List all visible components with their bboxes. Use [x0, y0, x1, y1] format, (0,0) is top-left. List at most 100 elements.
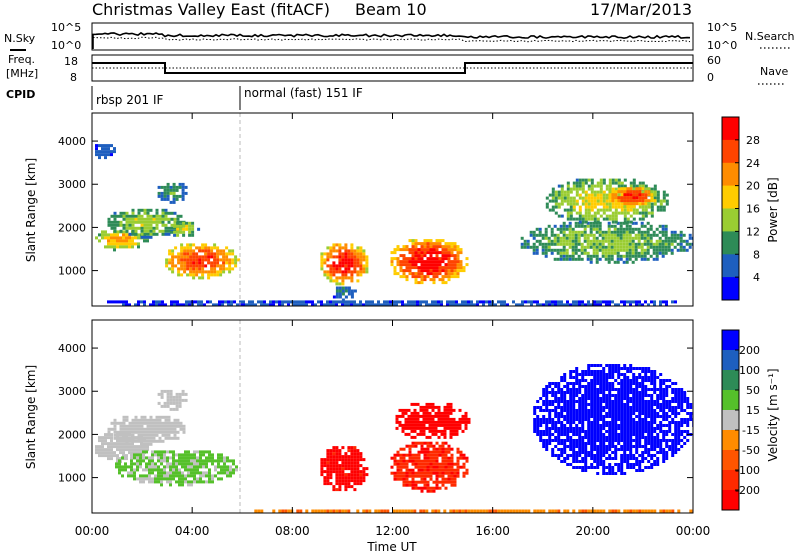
- heatmap-cell: [414, 272, 418, 276]
- heatmap-cell: [536, 427, 540, 430]
- heatmap-cell: [584, 433, 588, 436]
- heatmap-cell: [347, 267, 351, 271]
- heatmap-cell: [344, 461, 348, 465]
- heatmap-cell: [553, 248, 557, 252]
- heatmap-cell: [521, 303, 524, 306]
- heatmap-cell: [329, 273, 333, 277]
- heatmap-cell: [548, 421, 552, 424]
- heatmap-cell: [572, 391, 576, 394]
- heatmap-cell: [572, 442, 576, 445]
- heatmap-cell: [643, 242, 647, 246]
- heatmap-cell: [646, 236, 650, 240]
- heatmap-cell: [656, 394, 660, 397]
- heatmap-cell: [146, 208, 150, 212]
- heatmap-cell: [420, 251, 424, 255]
- heatmap-cell: [399, 456, 403, 460]
- heatmap-cell: [359, 482, 363, 486]
- heatmap-cell: [196, 468, 199, 472]
- heatmap-cell: [656, 208, 660, 212]
- heatmap-cell: [164, 214, 168, 218]
- heatmap-cell: [650, 442, 654, 445]
- heatmap-cell: [438, 257, 442, 261]
- heatmap-cell: [647, 451, 651, 454]
- heatmap-cell: [617, 196, 621, 200]
- heatmap-cell: [629, 412, 633, 415]
- heatmap-cell: [632, 376, 636, 379]
- heatmap-cell: [166, 450, 169, 454]
- heatmap-cell: [377, 303, 380, 306]
- heatmap-cell: [192, 264, 196, 268]
- heatmap-cell: [450, 245, 454, 249]
- heatmap-cell: [189, 255, 193, 259]
- heatmap-cell: [638, 373, 642, 376]
- heatmap-cell: [572, 451, 576, 454]
- heatmap-cell: [419, 432, 423, 436]
- heatmap-cell: [269, 303, 272, 306]
- heatmap-cell: [161, 415, 165, 419]
- heatmap-cell: [413, 423, 417, 427]
- heatmap-cell: [390, 456, 394, 460]
- heatmap-cell: [644, 439, 648, 442]
- heatmap-cell: [137, 211, 141, 215]
- heatmap-cell: [221, 300, 224, 304]
- heatmap-cell: [152, 229, 156, 233]
- heatmap-cell: [647, 433, 651, 436]
- heatmap-cell: [626, 433, 630, 436]
- heatmap-cell: [341, 470, 345, 474]
- heatmap-cell: [134, 448, 137, 452]
- heatmap-cell: [411, 468, 415, 472]
- heatmap-cell: [665, 433, 669, 436]
- velocity-region-6: [395, 402, 471, 439]
- heatmap-cell: [335, 249, 339, 253]
- heatmap-cell: [608, 442, 612, 445]
- heatmap-cell: [332, 467, 336, 471]
- heatmap-cell: [139, 477, 142, 481]
- heatmap-cell: [122, 418, 126, 422]
- heatmap-cell: [167, 217, 171, 221]
- heatmap-cell: [674, 406, 678, 409]
- heatmap-cell: [417, 266, 421, 270]
- heatmap-cell: [532, 245, 536, 249]
- heatmap-cell: [641, 409, 645, 412]
- heatmap-cell: [122, 421, 126, 425]
- heatmap-cell: [593, 460, 597, 463]
- heatmap-cell: [617, 367, 621, 370]
- heatmap-cell: [458, 423, 462, 427]
- heatmap-cell: [411, 444, 415, 448]
- heatmap-cell: [590, 190, 594, 194]
- heatmap-cell: [589, 239, 593, 243]
- heatmap-cell: [620, 397, 624, 400]
- heatmap-cell: [574, 239, 578, 243]
- heatmap-cell: [658, 242, 662, 246]
- heatmap-cell: [186, 261, 190, 265]
- heatmap-cell: [635, 451, 639, 454]
- heatmap-cell: [649, 224, 653, 228]
- heatmap-cell: [643, 224, 647, 228]
- heatmap-cell: [128, 430, 132, 434]
- heatmap-cell: [533, 421, 537, 424]
- heatmap-cell: [197, 303, 200, 306]
- heatmap-cell: [188, 300, 191, 304]
- heatmap-cell: [566, 217, 570, 221]
- heatmap-cell: [119, 436, 123, 440]
- heatmap-cell: [568, 236, 572, 240]
- heatmap-cell: [107, 217, 111, 221]
- heatmap-cell: [113, 430, 117, 434]
- heatmap-cell: [677, 421, 681, 424]
- heatmap-cell: [456, 462, 460, 466]
- heatmap-cell: [593, 220, 597, 224]
- heatmap-cell: [608, 178, 612, 182]
- heatmap-cell: [611, 415, 615, 418]
- heatmap-cell: [329, 461, 333, 465]
- heatmap-cell: [119, 445, 122, 449]
- heatmap-cell: [586, 257, 590, 261]
- heatmap-cell: [426, 251, 430, 255]
- heatmap-cell: [347, 289, 351, 293]
- heatmap-cell: [674, 442, 678, 445]
- heatmap-cell: [617, 412, 621, 415]
- heatmap-cell: [638, 385, 642, 388]
- heatmap-cell: [413, 417, 417, 421]
- heatmap-cell: [553, 224, 557, 228]
- nsearch-tick-top: 10^5: [707, 21, 737, 34]
- heatmap-cell: [101, 454, 104, 458]
